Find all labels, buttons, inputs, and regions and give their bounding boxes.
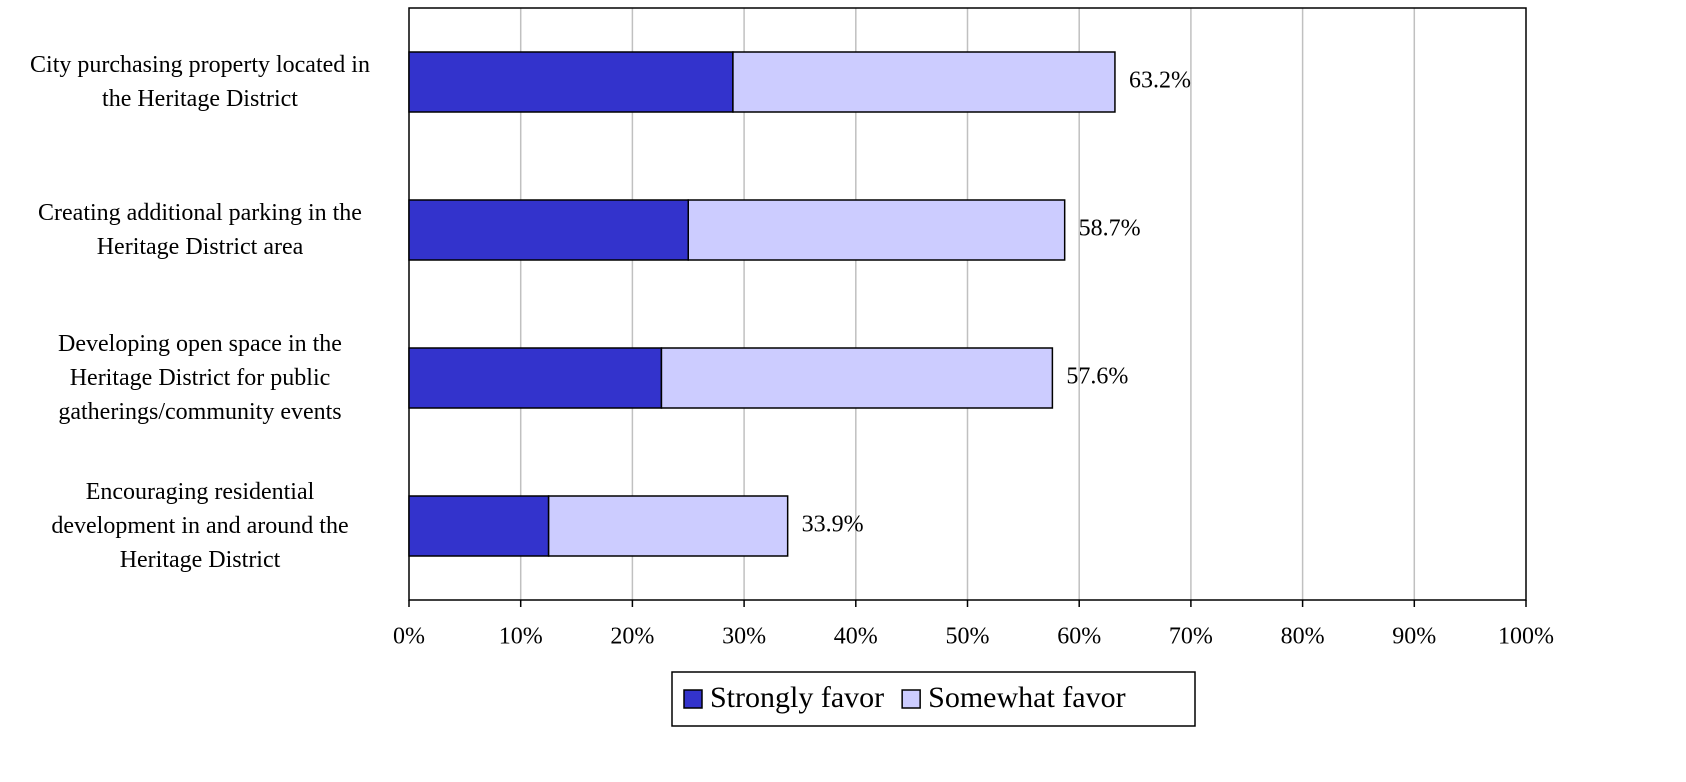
y-tick-label: Encouraging residential development in a… xyxy=(51,479,349,573)
y-tick-label: City purchasing property located in the … xyxy=(30,52,370,112)
legend-box xyxy=(671,671,1196,727)
y-tick-label: Creating additional parking in the Herit… xyxy=(38,200,362,260)
x-tick-label: 60% xyxy=(1057,624,1101,650)
plot-border xyxy=(408,7,1527,601)
x-tick-label: 10% xyxy=(499,624,543,650)
bar xyxy=(408,495,550,557)
bar xyxy=(408,347,663,409)
x-tick-label: 50% xyxy=(946,624,990,650)
total-label: 63.2% xyxy=(1129,68,1191,94)
bar xyxy=(547,495,789,557)
y-tick-label: Developing open space in the Heritage Di… xyxy=(58,331,342,425)
bar xyxy=(408,51,734,113)
x-tick-label: 0% xyxy=(393,624,425,650)
total-label: 57.6% xyxy=(1066,364,1128,390)
legend-swatch xyxy=(901,689,921,709)
bar xyxy=(687,199,1066,261)
x-tick-label: 70% xyxy=(1169,624,1213,650)
bar xyxy=(408,199,689,261)
total-label: 33.9% xyxy=(802,512,864,538)
total-label: 58.7% xyxy=(1079,216,1141,242)
x-tick-label: 90% xyxy=(1392,624,1436,650)
legend-label: Strongly favor xyxy=(710,681,884,714)
x-tick-label: 30% xyxy=(722,624,766,650)
x-tick-label: 100% xyxy=(1498,624,1554,650)
legend-label: Somewhat favor xyxy=(928,681,1125,714)
bar xyxy=(732,51,1116,113)
x-tick-label: 40% xyxy=(834,624,878,650)
x-tick-label: 80% xyxy=(1281,624,1325,650)
x-tick-label: 20% xyxy=(610,624,654,650)
bar xyxy=(660,347,1054,409)
legend-swatch xyxy=(683,689,703,709)
